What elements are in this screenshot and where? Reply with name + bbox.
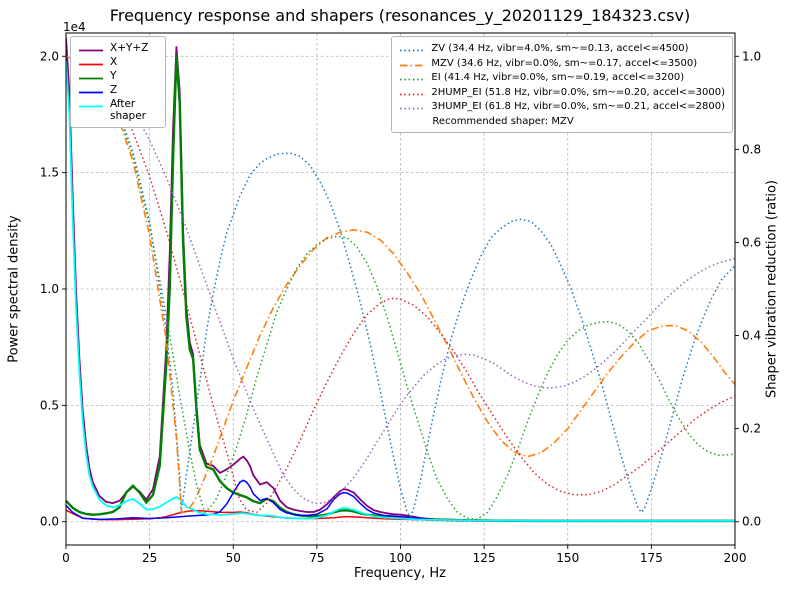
legend-label: X bbox=[110, 56, 118, 68]
legend-line-sample bbox=[400, 93, 425, 95]
series-After shaper bbox=[66, 60, 735, 522]
series-ZV bbox=[66, 55, 735, 518]
legend-line-sample bbox=[79, 63, 103, 66]
x-axis-label: Frequency, Hz bbox=[353, 566, 447, 581]
y-left-tick-label: 1.5 bbox=[40, 166, 59, 180]
legend-label: Z bbox=[110, 84, 118, 96]
legend-item: X+Y+Z bbox=[78, 42, 158, 55]
legend-line-sample bbox=[400, 107, 425, 110]
y-axis-label-right: Shaper vibration reduction (ratio) bbox=[764, 180, 780, 398]
y-left-tick-label: 0.5 bbox=[40, 398, 59, 412]
legend-shapers: ZV (34.4 Hz, vibr=4.0%, sm~=0.13, accel<… bbox=[391, 36, 733, 133]
y-right-tick-label: 1.0 bbox=[742, 49, 761, 63]
legend-line-sample bbox=[400, 64, 425, 66]
chart-title: Frequency response and shapers (resonanc… bbox=[109, 6, 691, 25]
y-right-tick-label: 0.8 bbox=[742, 142, 761, 156]
legend-item: Y bbox=[78, 70, 158, 83]
y-left-tick-label: 1.0 bbox=[40, 282, 59, 296]
legend-label: 3HUMP_EI (61.8 Hz, vibr=0.0%, sm~=0.21, … bbox=[431, 101, 725, 112]
x-tick-label: 50 bbox=[226, 551, 241, 565]
legend-line-sample bbox=[79, 77, 103, 80]
x-tick-label: 75 bbox=[309, 551, 324, 565]
x-tick-label: 100 bbox=[389, 551, 412, 565]
legend-data-series: X+Y+Z X Y Z After shaper bbox=[70, 36, 166, 129]
series-MZV bbox=[66, 55, 735, 514]
y-right-tick-label: 0.6 bbox=[742, 235, 761, 249]
x-tick-label: 150 bbox=[556, 551, 579, 565]
legend-item: X bbox=[78, 56, 158, 69]
legend-item: Z bbox=[78, 84, 158, 97]
legend-item: EI (41.4 Hz, vibr=0.0%, sm~=0.19, accel<… bbox=[399, 71, 725, 85]
x-tick-label: 25 bbox=[142, 551, 157, 565]
legend-item: ZV (34.4 Hz, vibr=4.0%, sm~=0.13, accel<… bbox=[399, 42, 725, 56]
legend-item: After shaper bbox=[78, 98, 158, 122]
legend-line-sample bbox=[79, 105, 103, 108]
legend-item: 3HUMP_EI (61.8 Hz, vibr=0.0%, sm~=0.21, … bbox=[399, 100, 725, 114]
y-right-tick-label: 0.4 bbox=[742, 329, 761, 343]
x-tick-label: 125 bbox=[473, 551, 496, 565]
x-tick-label: 200 bbox=[724, 551, 747, 565]
legend-label: 2HUMP_EI (51.8 Hz, vibr=0.0%, sm~=0.20, … bbox=[431, 86, 725, 98]
y-axis-offset-text: 1e4 bbox=[63, 20, 86, 34]
recommended-shaper-note: Recommended shaper: MZV bbox=[432, 115, 574, 127]
x-tick-label: 0 bbox=[62, 551, 70, 565]
legend-label: Y bbox=[110, 70, 117, 82]
legend-item: MZV (34.6 Hz, vibr=0.0%, sm~=0.17, accel… bbox=[399, 57, 725, 71]
legend-line-sample bbox=[79, 49, 103, 52]
legend-label: MZV (34.6 Hz, vibr=0.0%, sm~=0.17, accel… bbox=[431, 57, 698, 69]
series-2HUMP_EI bbox=[66, 55, 735, 514]
legend-line-sample bbox=[400, 78, 425, 81]
legend-label: After shaper bbox=[110, 98, 147, 123]
legend-item: 2HUMP_EI (51.8 Hz, vibr=0.0%, sm~=0.20, … bbox=[399, 86, 725, 100]
legend-label: X+Y+Z bbox=[110, 42, 149, 54]
y-axis-label-left: Power spectral density bbox=[6, 215, 22, 363]
legend-label: ZV (34.4 Hz, vibr=4.0%, sm~=0.13, accel<… bbox=[431, 43, 689, 54]
legend-line-sample bbox=[400, 49, 425, 52]
x-tick-label: 175 bbox=[640, 551, 663, 565]
y-left-tick-label: 2.0 bbox=[40, 49, 59, 63]
y-left-tick-label: 0.0 bbox=[40, 515, 59, 529]
legend-label: EI (41.4 Hz, vibr=0.0%, sm~=0.19, accel<… bbox=[431, 72, 685, 83]
legend-line-sample bbox=[79, 91, 103, 94]
y-right-tick-label: 0.2 bbox=[742, 422, 761, 436]
y-right-tick-label: 0.0 bbox=[742, 515, 761, 529]
